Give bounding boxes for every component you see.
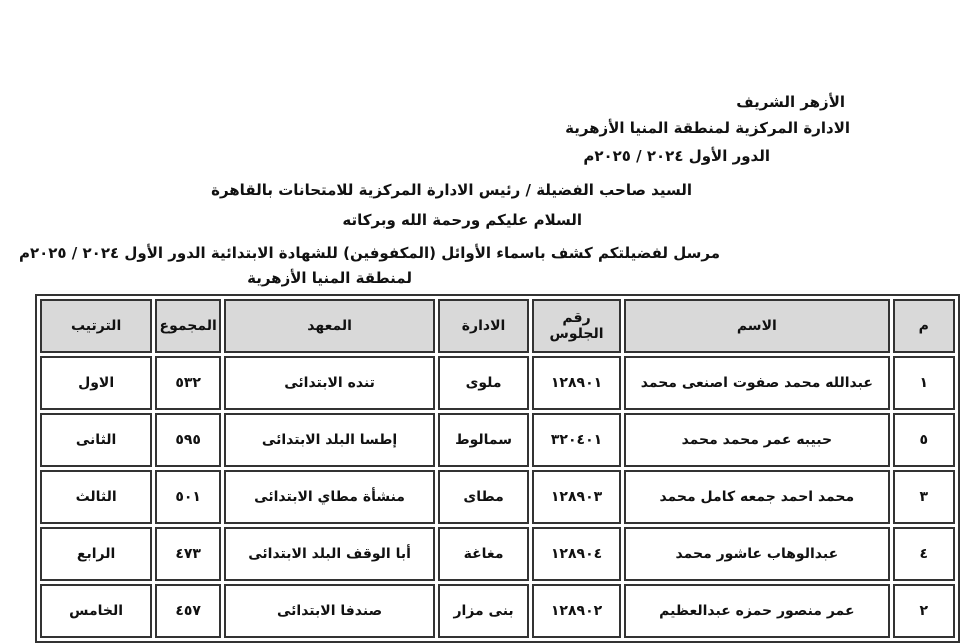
- row-number: ٤: [892, 527, 955, 581]
- rank: الثالث: [40, 470, 153, 524]
- student-name: عبدالوهاب عاشور محمد: [624, 527, 890, 581]
- total-score: ٥٣٢: [155, 356, 222, 410]
- rank: الثانى: [40, 413, 153, 467]
- administration: ملوى: [438, 356, 530, 410]
- row-number: ٥: [892, 413, 955, 467]
- table-row: ٢ عمر منصور حمزه عبدالعظيم ١٢٨٩٠٢ بنى مزار ص…: [40, 584, 955, 638]
- total-score: ٤٥٧: [155, 584, 222, 638]
- total-score: ٤٧٣: [155, 527, 222, 581]
- administration: بنى مزار: [438, 584, 530, 638]
- seat-number: ١٢٨٩٠٣: [532, 470, 622, 524]
- student-name: عمر منصور حمزه عبدالعظيم: [624, 584, 890, 638]
- subject-line-2: لمنطقة المنيا الأزهرية: [247, 269, 412, 287]
- seat-number: ١٢٨٩٠٢: [532, 584, 622, 638]
- student-name: عبدالله محمد صفوت اصنعى محمد: [624, 356, 890, 410]
- seat-number: ١٢٨٩٠١: [532, 356, 622, 410]
- total-score: ٥٠١: [155, 470, 222, 524]
- rank: الاول: [40, 356, 153, 410]
- administration: سمالوط: [438, 413, 530, 467]
- total-score: ٥٩٥: [155, 413, 222, 467]
- col-header-rank: الترتيب: [40, 299, 153, 353]
- subject-line: مرسل لفضيلتكم كشف باسماء الأوائل (المكفو…: [18, 244, 720, 262]
- seat-number: ٣٢٠٤٠١: [532, 413, 622, 467]
- institute: صندفا الابتدائى: [224, 584, 436, 638]
- institute: إطسا البلد الابتدائى: [224, 413, 436, 467]
- table-row: ٤ عبدالوهاب عاشور محمد ١٢٨٩٠٤ مغاغة أبا الوق…: [40, 527, 955, 581]
- row-number: ١: [892, 356, 955, 410]
- col-header-seat-number: رقم الجلوس: [532, 299, 622, 353]
- rank: الخامس: [40, 584, 153, 638]
- org-line-3: الدور الأول ٢٠٢٤ / ٢٠٢٥م: [583, 147, 770, 165]
- addressee-line: السيد صاحب الفضيلة / رئيس الادارة المركز…: [211, 181, 692, 199]
- seat-number: ١٢٨٩٠٤: [532, 527, 622, 581]
- col-header-number: م: [892, 299, 955, 353]
- col-header-name: الاسم: [624, 299, 890, 353]
- row-number: ٢: [892, 584, 955, 638]
- col-header-administration: الادارة: [438, 299, 530, 353]
- col-header-total: المجموع: [155, 299, 222, 353]
- org-line-2: الادارة المركزية لمنطقة المنيا الأزهرية: [565, 119, 850, 137]
- greeting-line: السلام عليكم ورحمة الله وبركاته: [342, 211, 582, 229]
- top-students-table: م الاسم رقم الجلوس الادارة المعهد المجمو…: [35, 294, 960, 643]
- rank: الرابع: [40, 527, 153, 581]
- row-number: ٣: [892, 470, 955, 524]
- org-line-1: الأزهر الشريف: [736, 93, 845, 111]
- col-header-institute: المعهد: [224, 299, 436, 353]
- table-row: ١ عبدالله محمد صفوت اصنعى محمد ١٢٨٩٠١ ملوى ت…: [40, 356, 955, 410]
- institute: أبا الوقف البلد الابتدائى: [224, 527, 436, 581]
- institute: تنده الابتدائى: [224, 356, 436, 410]
- administration: مطاى: [438, 470, 530, 524]
- table-header-row: م الاسم رقم الجلوس الادارة المعهد المجمو…: [40, 299, 955, 353]
- table-row: ٥ حبيبه عمر محمد محمد ٣٢٠٤٠١ سمالوط إطسا الب…: [40, 413, 955, 467]
- administration: مغاغة: [438, 527, 530, 581]
- table-row: ٣ محمد احمد جمعه كامل محمد ١٢٨٩٠٣ مطاى منشأة…: [40, 470, 955, 524]
- student-name: محمد احمد جمعه كامل محمد: [624, 470, 890, 524]
- student-name: حبيبه عمر محمد محمد: [624, 413, 890, 467]
- institute: منشأة مطاي الابتدائى: [224, 470, 436, 524]
